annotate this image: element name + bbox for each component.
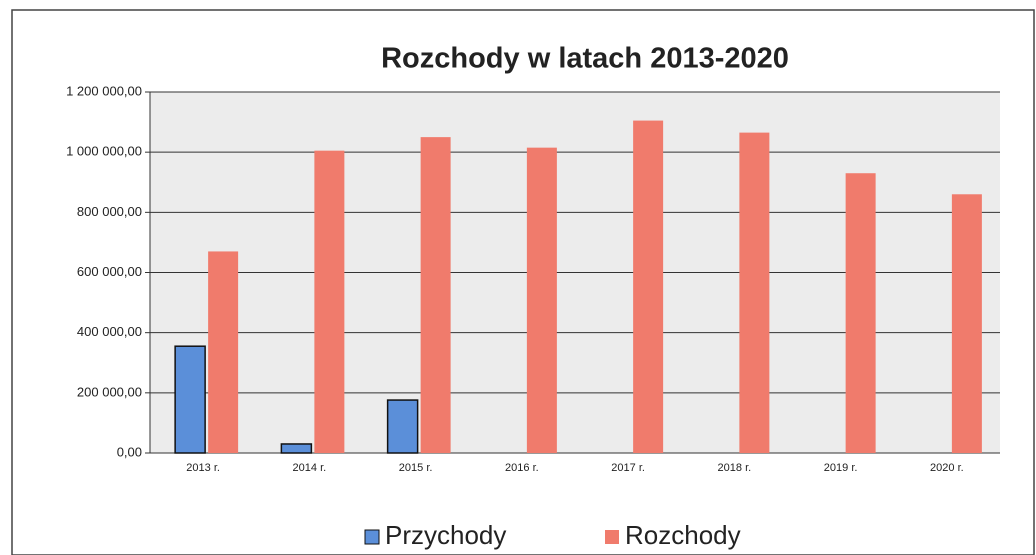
bar bbox=[208, 251, 239, 453]
bar bbox=[280, 443, 313, 454]
x-tick-label: 2014 r. bbox=[293, 462, 327, 474]
x-tick-label: 2019 r. bbox=[824, 462, 858, 474]
y-tick-label: 0,00 bbox=[117, 444, 142, 459]
y-tick-label: 1 000 000,00 bbox=[66, 144, 142, 159]
legend-label: Przychody bbox=[385, 520, 506, 550]
bar bbox=[739, 132, 770, 454]
x-tick-label: 2020 r. bbox=[930, 462, 964, 474]
bar bbox=[845, 173, 876, 453]
legend-label: Rozchody bbox=[625, 520, 741, 550]
x-tick-label: 2013 r. bbox=[186, 462, 220, 474]
y-tick-label: 800 000,00 bbox=[77, 204, 142, 219]
y-tick-label: 400 000,00 bbox=[77, 324, 142, 339]
chart-title: Rozchody w latach 2013-2020 bbox=[381, 43, 789, 75]
bar bbox=[314, 150, 345, 453]
x-tick-label: 2017 r. bbox=[611, 462, 645, 474]
legend-swatch bbox=[605, 530, 619, 544]
bar bbox=[420, 137, 451, 453]
bar bbox=[526, 147, 557, 453]
bar bbox=[633, 120, 664, 454]
y-tick-label: 200 000,00 bbox=[77, 384, 142, 399]
bar bbox=[386, 399, 419, 454]
bar bbox=[951, 194, 982, 454]
y-tick-label: 1 200 000,00 bbox=[66, 83, 142, 98]
y-tick-label: 600 000,00 bbox=[77, 264, 142, 279]
x-tick-label: 2016 r. bbox=[505, 462, 539, 474]
bar bbox=[174, 345, 206, 454]
legend-swatch bbox=[364, 529, 380, 545]
x-tick-label: 2018 r. bbox=[718, 462, 752, 474]
x-tick-label: 2015 r. bbox=[399, 462, 433, 474]
